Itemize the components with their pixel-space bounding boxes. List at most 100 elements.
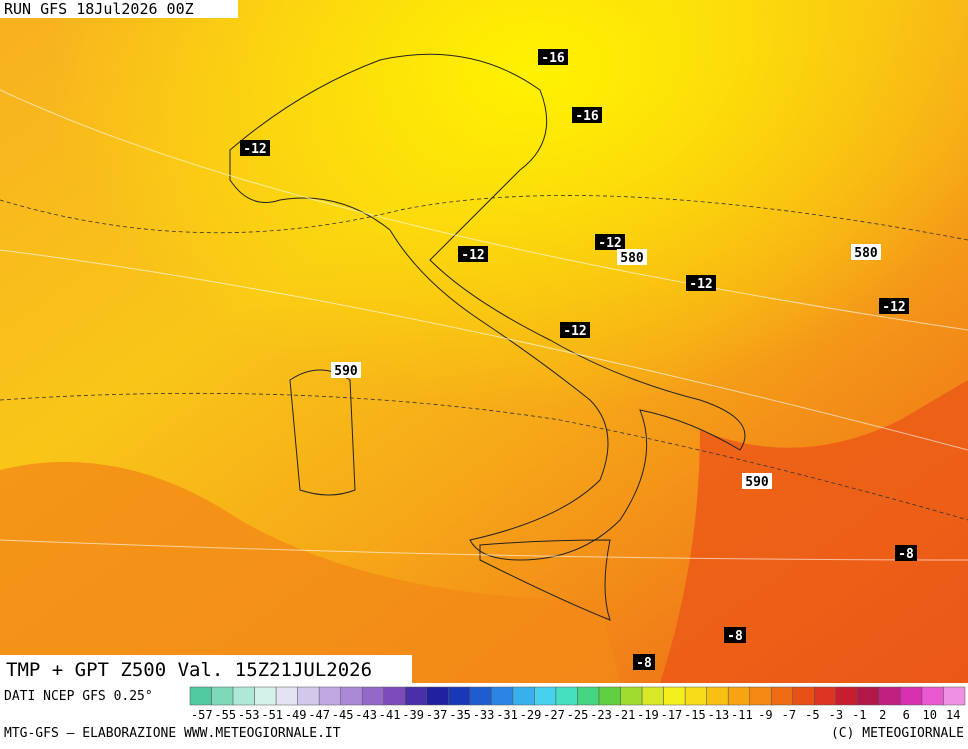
color-swatch	[663, 686, 686, 706]
color-swatch	[469, 686, 492, 706]
sicily	[479, 539, 611, 621]
label-box	[458, 246, 488, 262]
copyright: (C) METEOGIORNALE	[831, 726, 964, 741]
color-swatch	[814, 686, 837, 706]
colorbar-label: -55	[214, 708, 236, 722]
color-swatch	[383, 686, 406, 706]
color-swatch	[297, 686, 320, 706]
colorbar-label: -47	[308, 708, 330, 722]
label-box	[633, 654, 655, 670]
colorbar-label: -53	[238, 708, 260, 722]
colorbar-label: 10	[923, 708, 937, 722]
map-labels: -16-16-12-12-12580-12580-12-12590590-8-8…	[240, 49, 917, 671]
color-swatch	[534, 686, 557, 706]
color-swatch	[706, 686, 729, 706]
hot-area	[660, 380, 968, 683]
map-label: -16	[575, 109, 599, 124]
label-box	[572, 107, 602, 123]
colorbar-label: -7	[782, 708, 796, 722]
colorbar-label: -27	[543, 708, 565, 722]
map-label: -16	[541, 51, 565, 66]
colorbar-label: -39	[402, 708, 424, 722]
color-swatch	[598, 686, 621, 706]
title-box	[0, 655, 412, 685]
source: DATI NCEP GFS 0.25°	[4, 689, 153, 704]
color-swatch	[835, 686, 858, 706]
colorbar: -57 -55 -53 -51 -49 -47 -45 -43 -41 -39 -37 -35 -33-…	[189, 686, 966, 722]
label-box	[724, 627, 746, 643]
colorbar-label: 2	[879, 708, 886, 722]
colorbar-label: 6	[903, 708, 910, 722]
credit: MTG-GFS – ELABORAZIONE WWW.METEOGIORNALE…	[4, 726, 341, 741]
color-swatch	[232, 686, 255, 706]
color-swatch	[749, 686, 772, 706]
map: -16-16-12-12-12580-12580-12-12590590-8-8…	[0, 0, 968, 683]
warm-area	[0, 461, 620, 683]
colorbar-label: -9	[758, 708, 772, 722]
colorbar-label: -1	[852, 708, 866, 722]
color-swatch	[641, 686, 664, 706]
color-swatch	[771, 686, 794, 706]
color-swatch	[792, 686, 815, 706]
map-label: -12	[689, 277, 712, 292]
colorbar-label: 14	[946, 708, 960, 722]
label-box	[538, 49, 568, 65]
colorbar-label: -19	[637, 708, 659, 722]
color-swatch	[491, 686, 514, 706]
color-swatch	[512, 686, 535, 706]
colorbar-label: -41	[379, 708, 401, 722]
color-swatch	[727, 686, 750, 706]
color-swatch	[620, 686, 643, 706]
isotherm	[0, 195, 968, 521]
label-box	[240, 140, 270, 156]
colorbar-label: -17	[661, 708, 683, 722]
map-label: -12	[461, 248, 484, 263]
colorbar-label: -51	[261, 708, 283, 722]
color-swatch	[878, 686, 901, 706]
colorbar-label: -31	[496, 708, 518, 722]
color-swatch	[555, 686, 578, 706]
map-label: -12	[882, 300, 905, 315]
colorbar-label: -21	[614, 708, 636, 722]
header-box	[0, 0, 238, 18]
coastline	[229, 53, 746, 561]
map-title: TMP + GPT Z500 Val. 15Z21JUL2026	[6, 659, 372, 681]
colorbar-label: -25	[567, 708, 589, 722]
label-box	[879, 298, 909, 314]
label-box	[686, 275, 716, 291]
map-label: 590	[334, 364, 358, 379]
colorbar-label: -45	[332, 708, 354, 722]
color-swatch	[275, 686, 298, 706]
color-swatch	[426, 686, 449, 706]
color-swatch	[448, 686, 471, 706]
colorbar-label: -49	[285, 708, 307, 722]
map-label: -12	[243, 142, 266, 157]
map-label: 580	[854, 246, 878, 261]
colorbar-label: -3	[829, 708, 843, 722]
color-swatch	[254, 686, 277, 706]
colorbar-label: -29	[520, 708, 542, 722]
label-box	[331, 362, 361, 378]
label-box	[617, 249, 647, 265]
label-box	[595, 234, 625, 250]
color-swatch	[318, 686, 341, 706]
map-label: -12	[598, 236, 621, 251]
color-swatch	[684, 686, 707, 706]
map-label: -8	[636, 656, 652, 671]
colorbar-label: -15	[684, 708, 706, 722]
color-swatch	[405, 686, 428, 706]
color-swatch	[900, 686, 923, 706]
map-label: -8	[727, 629, 743, 644]
sardinia	[289, 369, 356, 496]
label-box	[895, 545, 917, 561]
colorbar-label: -37	[426, 708, 448, 722]
map-label: 590	[745, 475, 769, 490]
map-label: 580	[620, 251, 644, 266]
color-swatch	[361, 686, 385, 706]
colorbar-label: -33	[473, 708, 495, 722]
isohypse	[0, 89, 968, 561]
color-swatch	[340, 686, 363, 706]
color-swatch	[211, 686, 234, 706]
run-label: RUN GFS 18Jul2026 00Z	[4, 0, 194, 18]
